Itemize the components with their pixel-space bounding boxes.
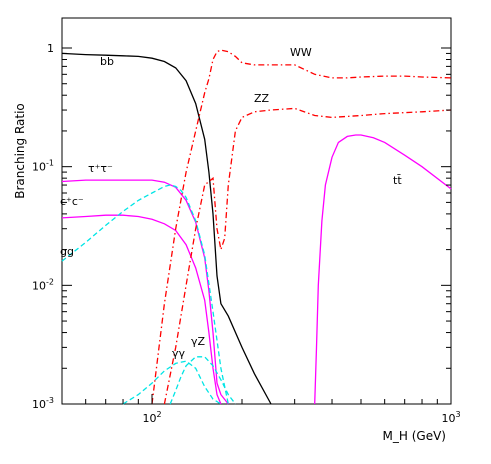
series-line-8 xyxy=(169,356,236,405)
axis-titles: Branching Ratio M_H (GeV) xyxy=(13,103,446,443)
series-line-7 xyxy=(122,360,222,405)
series-line-3 xyxy=(61,184,229,405)
series-line-6 xyxy=(314,134,452,405)
y-tick-label: 1 xyxy=(47,42,54,55)
series-line-2 xyxy=(61,214,222,405)
series-label-7: γγ xyxy=(172,347,186,360)
series-label-4: WW xyxy=(290,46,312,59)
y-tick-label: 10-3 xyxy=(32,396,54,411)
series-label-8: γZ xyxy=(191,335,206,348)
x-axis-title: M_H (GeV) xyxy=(383,429,446,443)
series-line-0 xyxy=(61,52,272,405)
series-line-1 xyxy=(61,179,229,405)
series-label-2: c⁺c⁻ xyxy=(60,195,84,208)
plot-frame xyxy=(61,17,452,405)
y-tick-label: 10-1 xyxy=(32,159,54,174)
series-label-6: tt̄ xyxy=(393,174,402,187)
axis-ticks: 1 10-1 10-2 10-3 102 103 xyxy=(32,42,461,425)
x-tick-label: 103 xyxy=(441,410,460,425)
series-label-0: bb̄ xyxy=(100,55,114,68)
series-curves xyxy=(61,49,452,405)
y-axis-title: Branching Ratio xyxy=(13,103,27,199)
series-label-1: τ⁺τ⁻ xyxy=(88,162,113,175)
series-label-5: ZZ xyxy=(254,92,270,105)
series-label-3: gg xyxy=(60,245,74,258)
y-tick-label: 10-2 xyxy=(32,277,54,292)
x-tick-label: 102 xyxy=(142,410,161,425)
plot-border xyxy=(61,17,452,405)
series-line-5 xyxy=(163,107,452,405)
